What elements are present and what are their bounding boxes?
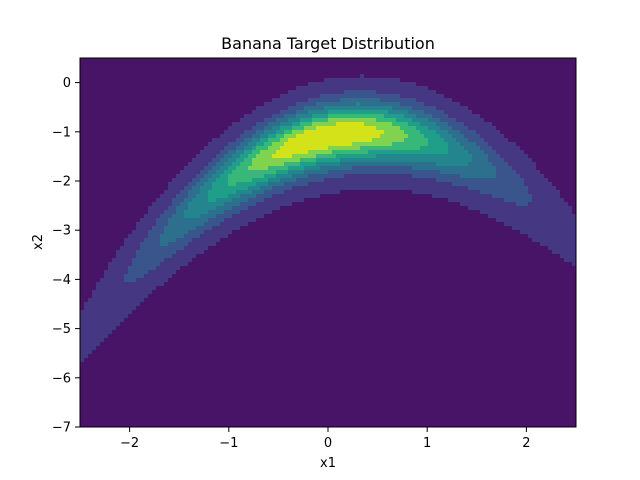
contour-band-1 (80, 74, 576, 362)
y-tick-label: −6 (52, 371, 71, 386)
contour-band-6 (228, 114, 428, 186)
y-axis: 0 −1 −2 −3 −4 −5 −6 −7 (52, 76, 80, 436)
x-tick-label: 1 (423, 436, 431, 451)
y-tick-label: −4 (52, 273, 71, 288)
x-axis: −2 −1 0 1 2 (120, 427, 531, 451)
plot-area (80, 58, 576, 427)
y-tick-label: 0 (63, 76, 71, 91)
contour-band-5 (208, 110, 448, 202)
y-tick-label: −3 (52, 224, 71, 239)
chart-title: Banana Target Distribution (221, 34, 435, 53)
contour-band-8 (272, 122, 384, 158)
x-tick-label: 2 (522, 436, 530, 451)
contour-band-0 (80, 58, 576, 427)
y-tick-label: −5 (52, 322, 71, 337)
contour-band-3 (160, 98, 496, 246)
y-axis-title: x2 (31, 234, 46, 250)
y-tick-label: −2 (52, 175, 71, 190)
y-tick-label: −1 (52, 125, 71, 140)
y-tick-label: −7 (52, 421, 71, 436)
x-axis-title: x1 (320, 456, 336, 471)
contour-band-4 (184, 102, 472, 218)
x-tick-label: 0 (324, 436, 332, 451)
x-tick-label: −2 (120, 436, 139, 451)
x-tick-label: −1 (219, 436, 238, 451)
contour-band-7 (248, 118, 408, 170)
